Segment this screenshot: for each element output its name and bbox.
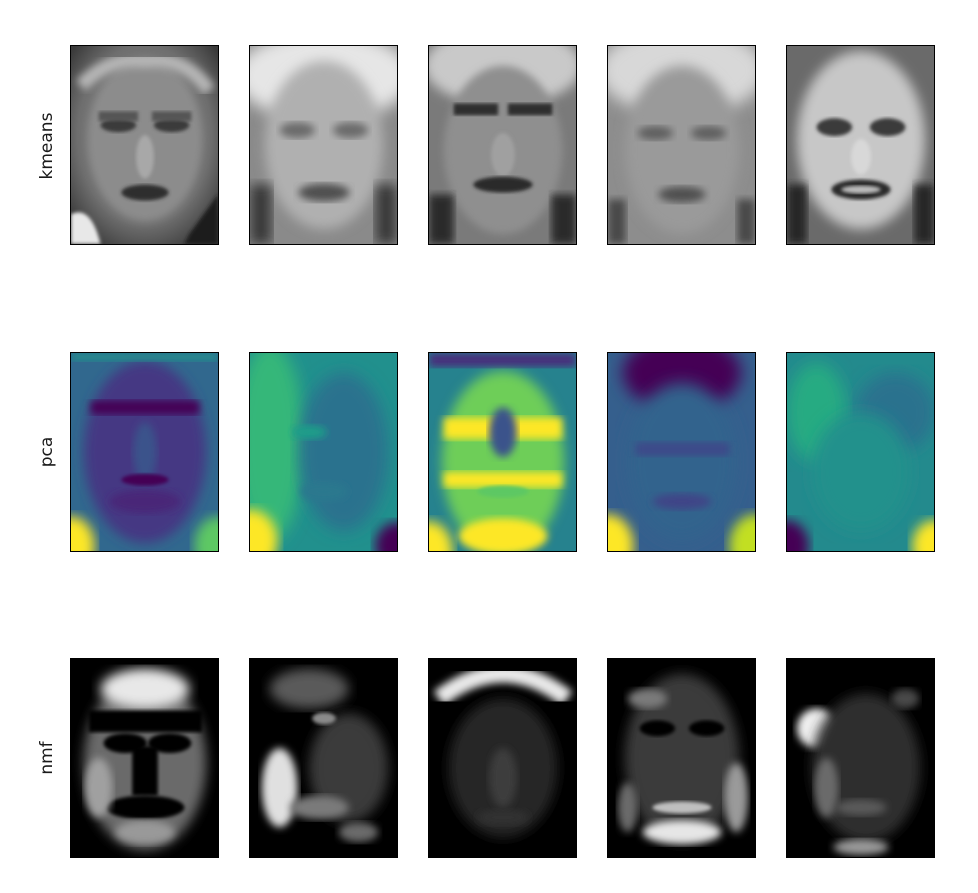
row-label-pca: pca xyxy=(37,436,57,468)
pca-component-5 xyxy=(786,352,935,552)
pca-component-4 xyxy=(607,352,756,552)
pca-component-2 xyxy=(249,352,398,552)
nmf-component-2 xyxy=(249,658,398,858)
kmeans-face-3 xyxy=(428,45,577,245)
kmeans-face-5 xyxy=(786,45,935,245)
nmf-component-1 xyxy=(70,658,219,858)
kmeans-face-1 xyxy=(70,45,219,245)
pca-component-3 xyxy=(428,352,577,552)
row-label-kmeans: kmeans xyxy=(37,112,57,180)
pca-component-1 xyxy=(70,352,219,552)
row-label-nmf: nmf xyxy=(37,741,57,775)
nmf-component-5 xyxy=(786,658,935,858)
kmeans-face-4 xyxy=(607,45,756,245)
kmeans-face-2 xyxy=(249,45,398,245)
nmf-component-4 xyxy=(607,658,756,858)
nmf-component-3 xyxy=(428,658,577,858)
